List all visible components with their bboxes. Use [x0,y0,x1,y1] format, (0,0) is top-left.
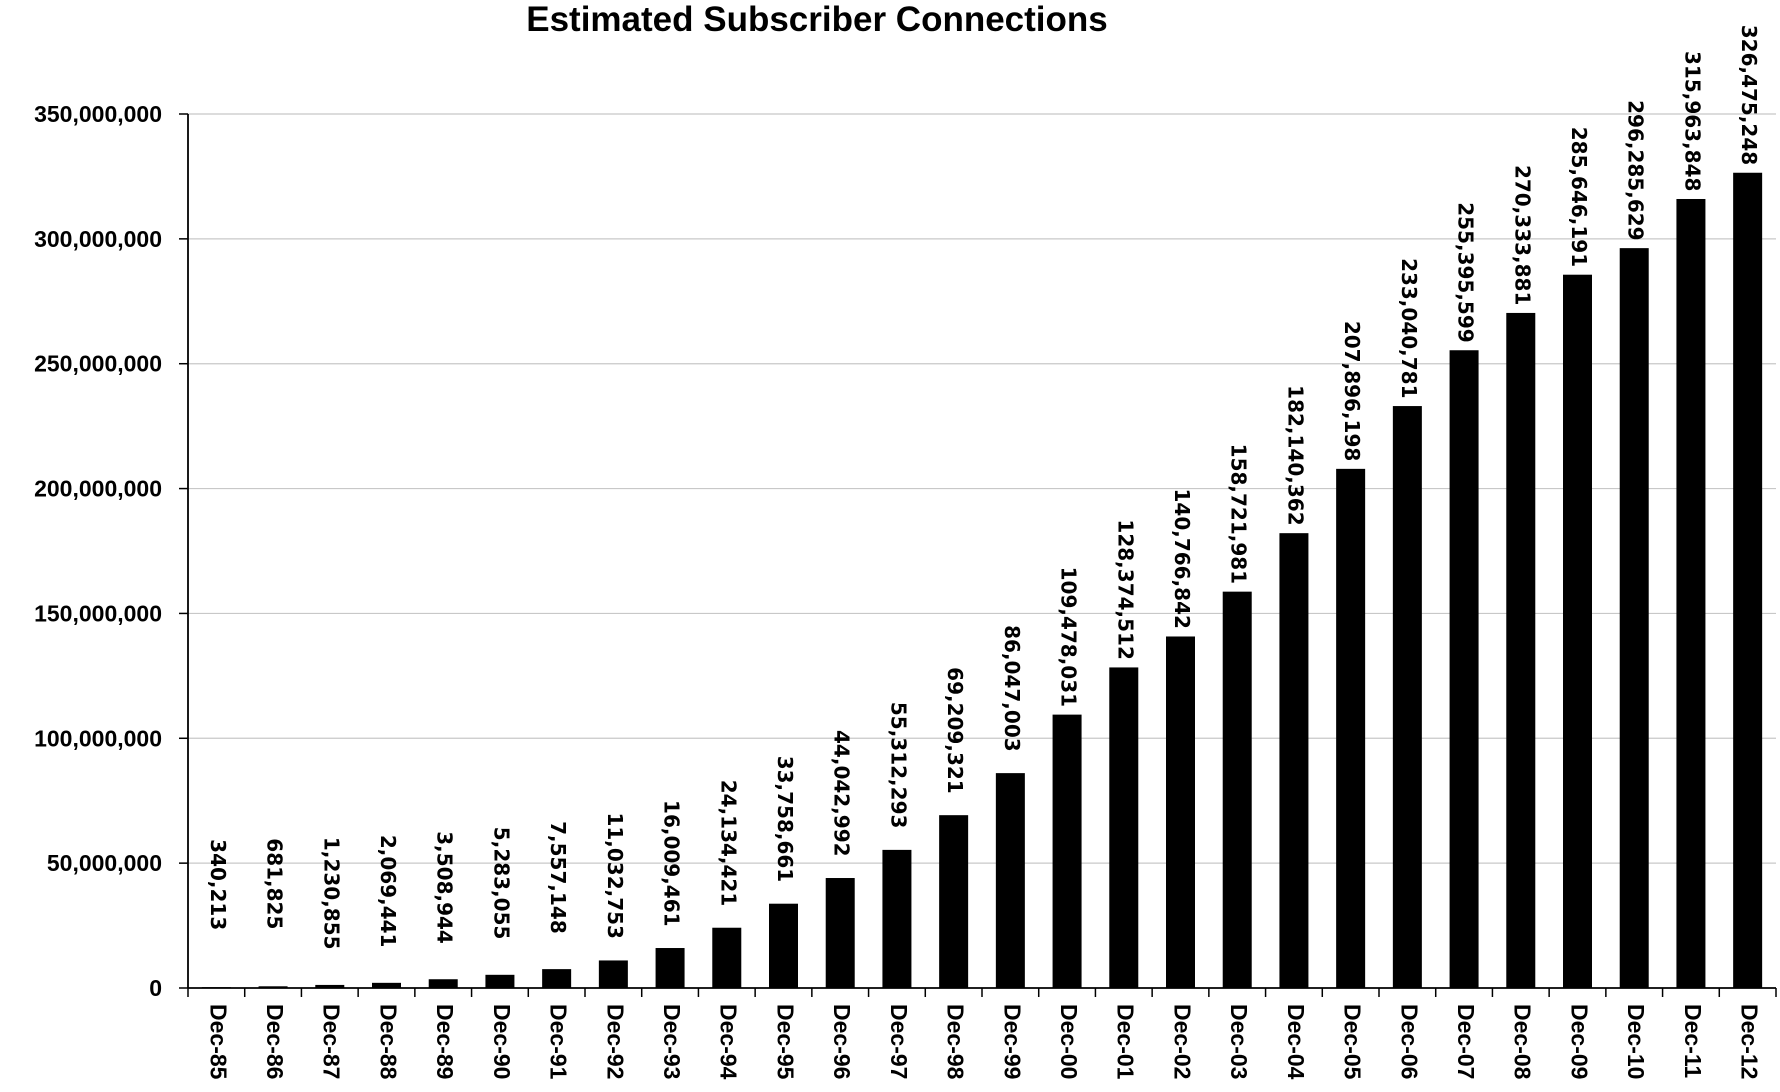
bar [1563,274,1592,988]
y-tick-label: 0 [149,975,162,1001]
bar [655,948,685,988]
bar [1619,248,1649,989]
y-tick-label: 200,000,000 [34,476,162,502]
data-label: 681,825 [263,838,287,929]
y-tick-label: 350,000,000 [34,101,162,127]
data-label: 69,209,321 [943,667,967,794]
x-tick-label: Dec-12 [1737,1004,1763,1079]
data-label: 11,032,753 [603,812,627,939]
data-label: 2,069,441 [376,835,400,948]
bar [315,984,345,988]
bar [1733,172,1763,989]
x-tick-labels: Dec-85 Dec-86 Dec-87 Dec-88 Dec-89 Dec-90 Dec-… [205,1004,1762,1080]
data-label: 182,140,362 [1283,385,1307,525]
x-tick-label: Dec-85 [205,1004,231,1080]
x-tick-label: Dec-89 [432,1004,458,1079]
data-label: 255,395,599 [1454,202,1478,342]
x-tick-label: Dec-88 [375,1004,401,1080]
bar [428,979,458,988]
bars [201,172,1763,989]
bar [1109,667,1139,988]
x-tick-label: Dec-94 [716,1004,742,1080]
x-tick-label: Dec-98 [943,1004,969,1080]
data-label: 44,042,992 [830,730,854,857]
x-tick-label: Dec-00 [1056,1004,1082,1079]
x-tick-label: Dec-09 [1566,1004,1592,1079]
data-label: 207,896,198 [1340,321,1364,461]
data-label: 16,009,461 [660,800,684,927]
data-label: 296,285,629 [1624,100,1648,240]
data-label: 86,047,003 [1000,625,1024,752]
data-label: 1,230,855 [319,837,343,950]
bar [598,960,628,988]
x-tick-label: Dec-08 [1510,1004,1536,1080]
y-tick-labels: 0 50,000,000 100,000,000 150,000,000 200,000… [34,101,162,1001]
x-tick-label: Dec-91 [546,1004,572,1080]
x-tick-label: Dec-11 [1680,1004,1706,1078]
data-label: 340,213 [206,839,230,930]
x-tick-label: Dec-93 [659,1004,685,1079]
bar [1392,406,1422,989]
bar [1166,636,1195,988]
x-tick-label: Dec-99 [999,1004,1025,1079]
x-tick-label: Dec-97 [886,1004,912,1079]
x-tick-label: Dec-03 [1226,1004,1252,1079]
x-tick-label: Dec-05 [1340,1004,1366,1080]
x-tick-label: Dec-87 [319,1004,345,1079]
x-tick-label: Dec-10 [1623,1004,1649,1079]
data-label: 315,963,848 [1680,51,1704,191]
bar [1506,312,1536,988]
x-tick-label: Dec-96 [829,1004,855,1079]
x-tick-label: Dec-07 [1453,1004,1479,1079]
bar [712,927,742,988]
x-tick-label: Dec-86 [262,1004,288,1079]
data-label: 7,557,148 [546,821,570,934]
data-label: 128,374,512 [1113,519,1137,659]
data-label: 109,478,031 [1057,567,1081,707]
x-tick-label: Dec-02 [1169,1004,1195,1079]
bar [485,974,515,988]
bar [1222,591,1252,988]
data-label: 33,758,661 [773,756,797,883]
bar [542,969,572,988]
x-tick-label: Dec-04 [1283,1004,1309,1080]
bar [1052,714,1082,988]
data-label: 285,646,191 [1567,127,1591,267]
bar [769,903,798,988]
bar [1279,533,1309,988]
bar [882,849,912,988]
y-tick-label: 150,000,000 [34,600,162,626]
data-label: 140,766,842 [1170,488,1194,628]
data-label: 158,721,981 [1227,444,1251,584]
y-tick-label: 250,000,000 [34,351,162,377]
bar [939,815,969,988]
data-label: 3,508,944 [433,831,457,944]
data-label: 55,312,293 [886,702,910,829]
x-tick-label: Dec-95 [772,1004,798,1080]
x-tick-label: Dec-01 [1113,1004,1139,1080]
data-label: 233,040,781 [1397,258,1421,398]
data-label: 270,333,881 [1510,165,1534,305]
bar [1336,468,1366,988]
axes [179,113,1777,997]
bar [372,982,401,988]
data-label: 326,475,248 [1737,25,1761,165]
bar [1676,198,1706,988]
bar [995,773,1025,988]
y-tick-label: 300,000,000 [34,226,162,252]
x-tick-label: Dec-92 [602,1004,628,1079]
data-labels: 340,213 681,825 1,230,855 2,069,441 3,508,94… [206,25,1761,950]
data-label: 5,283,055 [489,827,513,940]
x-tick-label: Dec-06 [1396,1004,1422,1079]
y-tick-label: 50,000,000 [47,850,162,876]
gridlines [188,113,1776,864]
bar [1449,350,1479,988]
chart-title: Estimated Subscriber Connections [526,0,1108,39]
x-tick-label: Dec-90 [489,1004,515,1079]
data-label: 24,134,421 [716,780,740,907]
y-tick-label: 100,000,000 [34,725,162,751]
bar [825,878,855,988]
